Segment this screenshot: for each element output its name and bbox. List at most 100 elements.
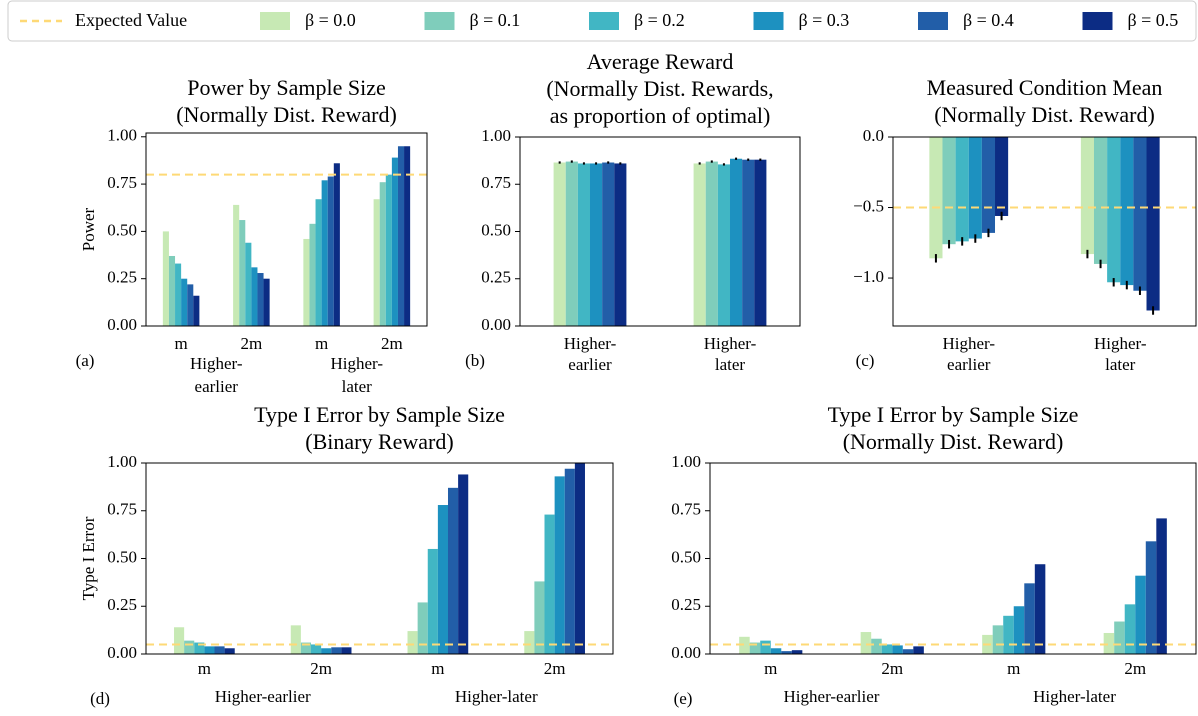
group-label: Higher-earlier <box>784 687 880 706</box>
bar <box>1133 137 1147 291</box>
panel-label: (d) <box>90 689 110 708</box>
bar <box>1120 137 1134 286</box>
legend-swatch <box>260 12 290 30</box>
bar <box>290 625 301 654</box>
bar <box>565 161 578 326</box>
bar <box>1107 137 1121 283</box>
bar <box>534 581 545 654</box>
bar <box>333 163 340 326</box>
plot-frame <box>892 136 1197 327</box>
bar <box>1013 606 1025 654</box>
x-tick-label: m <box>315 334 328 353</box>
y-tick-label: 1.00 <box>107 126 137 145</box>
bar <box>321 180 328 326</box>
chart-title: Type I Error by Sample Size (Binary Rewar… <box>254 402 505 454</box>
bar <box>257 273 264 326</box>
y-tick-label: 0.50 <box>107 547 137 566</box>
bar <box>214 646 225 654</box>
y-tick-label: 1.00 <box>107 452 137 471</box>
bar <box>181 278 188 326</box>
bar <box>404 146 411 326</box>
bar <box>1034 564 1046 654</box>
bar <box>379 182 386 326</box>
y-tick-label: −1.0 <box>853 267 884 286</box>
legend-label: Expected Value <box>75 10 187 30</box>
x-tick-label: m <box>431 659 444 678</box>
bar <box>175 263 182 326</box>
bar <box>162 231 169 326</box>
y-tick-label: 0.0 <box>863 126 884 145</box>
bar <box>992 625 1004 654</box>
y-tick-label: 0.50 <box>671 547 701 566</box>
bar <box>871 638 882 654</box>
y-tick-label: 0.25 <box>107 268 137 287</box>
chart-title: Measured Condition Mean (Normally Dist. R… <box>927 75 1163 127</box>
chart-title: Power by Sample Size (Normally Dist. Rewa… <box>176 75 397 127</box>
y-tick-label: 0.50 <box>481 220 511 239</box>
bar <box>233 204 240 326</box>
x-tick-label: 2m <box>381 334 403 353</box>
legend-label: β = 0.5 <box>1128 10 1179 30</box>
y-tick-label: 0.25 <box>107 595 137 614</box>
bar <box>955 137 969 242</box>
panel-label: (c) <box>856 351 875 370</box>
bar <box>187 284 194 326</box>
bar <box>194 642 205 654</box>
legend-swatch <box>1082 12 1113 30</box>
x-tick-label: 2m <box>544 659 566 678</box>
bar <box>341 647 352 654</box>
y-tick-label: 0.75 <box>481 173 511 192</box>
legend-label: β = 0.2 <box>634 10 685 30</box>
bar <box>239 220 246 326</box>
x-tick-label: m <box>175 334 188 353</box>
bar <box>309 223 316 326</box>
x-tick-label: Higher-earlier <box>942 334 995 374</box>
bar <box>1080 137 1094 255</box>
legend-label: β = 0.0 <box>305 10 356 30</box>
y-tick-label: 0.75 <box>107 173 137 192</box>
bar <box>754 159 767 326</box>
y-tick-label: 0.25 <box>671 595 701 614</box>
bar <box>602 162 615 326</box>
bar <box>749 642 761 654</box>
bar <box>303 238 310 326</box>
group-label: Higher-later <box>330 354 383 396</box>
bar <box>224 648 235 654</box>
bar <box>892 645 903 654</box>
bar <box>168 255 176 326</box>
bar <box>554 476 565 654</box>
bar <box>770 648 782 654</box>
bar <box>553 162 566 326</box>
chart-title: Type I Error by Sample Size (Normally Dis… <box>828 402 1079 454</box>
bar <box>184 640 195 654</box>
y-axis-label: Power <box>79 207 98 251</box>
bar <box>407 631 418 654</box>
bar <box>791 650 803 654</box>
bar <box>995 137 1009 216</box>
bar <box>693 163 706 326</box>
bar <box>760 640 771 654</box>
legend-label: β = 0.3 <box>799 10 850 30</box>
y-tick-label: 0.75 <box>107 500 137 519</box>
bar <box>929 137 943 259</box>
bar <box>315 199 322 326</box>
plot-frame <box>519 136 801 327</box>
x-tick-label: 2m <box>310 659 332 678</box>
x-tick-label: m <box>198 659 211 678</box>
group-label: Higher-earlier <box>215 687 311 706</box>
bar <box>1135 575 1146 654</box>
x-tick-label: Higher-later <box>1094 334 1147 374</box>
plot-frame <box>145 132 428 327</box>
group-label: Higher-later <box>455 687 538 706</box>
x-tick-label: Higher-earlier <box>564 334 617 374</box>
bar <box>881 644 893 654</box>
legend-swatch <box>753 12 784 30</box>
y-tick-label: −0.5 <box>853 196 884 215</box>
bar <box>251 267 258 326</box>
bar <box>300 642 312 654</box>
panel-label: (b) <box>465 351 485 370</box>
group-label: Higher-later <box>1033 687 1116 706</box>
bar <box>742 159 755 326</box>
y-tick-label: 0.00 <box>671 643 701 662</box>
